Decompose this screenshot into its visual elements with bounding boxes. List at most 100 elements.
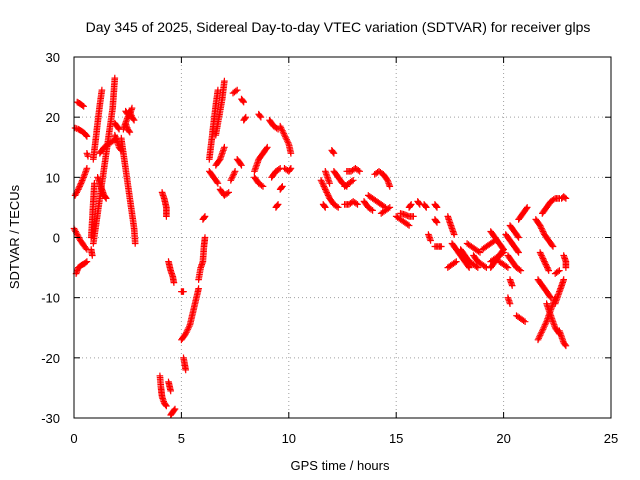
data-point (386, 183, 394, 190)
data-point (433, 204, 441, 211)
data-point (386, 204, 394, 211)
data-point (201, 213, 209, 220)
data-point (263, 145, 270, 152)
data-point (514, 248, 522, 255)
data-point (537, 330, 545, 338)
data-point (535, 335, 542, 342)
data-point (536, 249, 544, 256)
data-point (515, 249, 522, 256)
data-point (80, 103, 87, 110)
data-point (82, 244, 90, 252)
data-point (539, 327, 546, 335)
data-point (561, 341, 569, 349)
data-point (228, 175, 235, 183)
data-point (433, 203, 440, 210)
data-point (321, 203, 328, 210)
data-point (326, 180, 333, 187)
data-point (275, 166, 283, 173)
x-tick-labels: 0 5 10 15 20 25 (70, 431, 618, 446)
data-point (201, 234, 209, 241)
data-point (407, 201, 415, 208)
data-point (539, 226, 546, 234)
data-point (539, 253, 546, 261)
data-point (438, 243, 445, 250)
data-point (499, 245, 506, 252)
data-point (319, 181, 327, 189)
data-point (111, 74, 119, 82)
data-points (70, 74, 570, 419)
data-point (540, 324, 547, 332)
data-point (95, 178, 103, 186)
data-point (534, 336, 542, 344)
data-point (474, 264, 482, 271)
data-point (536, 333, 543, 341)
data-point (539, 326, 547, 333)
data-point (324, 190, 331, 198)
data-point (72, 228, 79, 235)
data-point (323, 189, 330, 196)
data-point (547, 310, 554, 318)
data-point (183, 327, 191, 335)
data-point (541, 321, 549, 328)
data-point (233, 86, 241, 94)
data-point (182, 330, 189, 338)
data-point (523, 205, 530, 212)
data-point (554, 292, 562, 300)
data-point (547, 294, 555, 301)
data-point (241, 114, 249, 122)
data-point (98, 86, 106, 94)
data-point (453, 258, 460, 265)
data-point (83, 258, 91, 265)
data-point (475, 248, 482, 255)
data-point (334, 204, 342, 211)
data-point (545, 267, 552, 274)
data-point (282, 134, 290, 142)
data-point (539, 228, 547, 235)
data-point (131, 240, 139, 247)
data-point (186, 322, 193, 330)
data-point (536, 222, 544, 229)
data-point (410, 213, 417, 220)
chart-title: Day 345 of 2025, Sidereal Day-to-day VTE… (86, 19, 591, 35)
data-point (537, 250, 545, 258)
data-point (281, 133, 289, 140)
data-point (82, 132, 90, 139)
data-point (356, 168, 363, 175)
data-point (537, 223, 545, 231)
data-point (167, 387, 174, 395)
data-point (318, 178, 325, 186)
data-point (79, 102, 86, 109)
data-point (516, 266, 523, 273)
data-point (544, 303, 551, 310)
data-point (274, 201, 282, 208)
data-point (556, 267, 563, 274)
data-point (549, 243, 557, 250)
data-point (73, 267, 81, 274)
data-point (540, 256, 547, 264)
data-point (228, 174, 236, 181)
data-point (322, 187, 330, 195)
data-point (84, 153, 92, 160)
data-point (506, 300, 514, 307)
data-point (320, 183, 328, 190)
data-point (562, 264, 570, 271)
data-point (451, 259, 459, 266)
data-point (277, 124, 285, 131)
data-point (317, 177, 325, 184)
data-point (213, 178, 221, 186)
data-point (183, 329, 190, 336)
data-point (284, 139, 292, 146)
data-point (415, 200, 423, 207)
data-point (259, 183, 267, 190)
data-point (558, 280, 566, 288)
data-point (283, 136, 290, 143)
data-point (171, 405, 179, 413)
data-point (130, 116, 138, 124)
data-point (180, 288, 187, 295)
data-point (465, 263, 472, 270)
data-point (170, 406, 178, 414)
data-point (264, 143, 271, 151)
data-point (405, 222, 413, 229)
data-point (321, 184, 328, 192)
data-point (544, 264, 551, 271)
